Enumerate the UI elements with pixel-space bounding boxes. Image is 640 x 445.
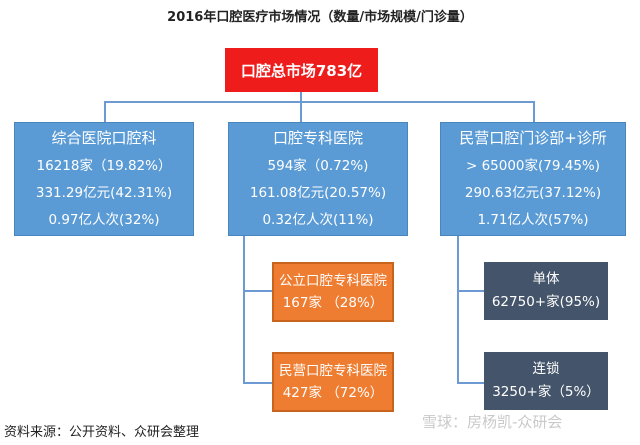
sub-name: 民营口腔专科医院 (279, 363, 387, 379)
root-node: 口腔总市场783亿 (225, 48, 378, 92)
connector-mid-down (300, 101, 302, 122)
source-note: 资料来源：公开资料、众研会整理 (4, 425, 200, 440)
category-header: 民营口腔门诊部+诊所 (459, 129, 607, 147)
sub-single-clinic: 单体 62750+家(95%) (484, 262, 608, 320)
category-header: 口腔专科医院 (272, 129, 363, 147)
category-private-clinic: 民营口腔门诊部+诊所 > 65000家(79.45%) 290.63亿元(37.… (440, 122, 626, 236)
connector-left-down (104, 101, 106, 122)
sub-public-specialty-hospital: 公立口腔专科医院 167家 （28%） (272, 262, 394, 322)
sub-name: 连锁 (532, 361, 560, 377)
category-visits: 0.32亿人次(11%) (262, 212, 374, 228)
root-label: 口腔总市场783亿 (240, 61, 363, 80)
category-header: 综合医院口腔科 (51, 129, 157, 147)
connector-specialty-trunk (243, 236, 245, 383)
category-specialty-hospital: 口腔专科医院 594家（0.72%) 161.08亿元(20.57%) 0.32… (228, 122, 408, 236)
connector-right-down (533, 101, 535, 122)
category-general-hospital: 综合医院口腔科 16218家（19.82%） 331.29亿元(42.31%) … (14, 122, 194, 236)
category-revenue: 331.29亿元(42.31%) (35, 185, 173, 201)
watermark: 雪球：房杨凯-众研会 (422, 413, 563, 431)
connector-private-trunk (457, 236, 459, 383)
sub-name: 单体 (532, 271, 560, 287)
category-count: 594家（0.72%) (267, 158, 369, 174)
sub-name: 公立口腔专科医院 (279, 273, 387, 289)
category-revenue: 161.08亿元(20.57%) (249, 185, 387, 201)
sub-detail: 167家 （28%） (282, 295, 384, 311)
connector-specialty-branch-1 (243, 290, 273, 292)
connector-root-down (300, 92, 302, 102)
sub-detail: 427家 （72%） (282, 385, 384, 401)
sub-detail: 62750+家(95%) (491, 294, 601, 310)
category-revenue: 290.63亿元(37.12%) (464, 185, 602, 201)
category-count: > 65000家(79.45%) (465, 158, 601, 174)
sub-private-specialty-hospital: 民营口腔专科医院 427家 （72%） (272, 352, 394, 412)
connector-specialty-branch-2 (243, 382, 273, 384)
chart-title: 2016年口腔医疗市场情况（数量/市场规模/门诊量） (167, 10, 473, 25)
connector-private-branch-1 (457, 290, 484, 292)
category-visits: 1.71亿人次(57%) (477, 212, 589, 228)
category-visits: 0.97亿人次(32%) (48, 212, 160, 228)
connector-private-branch-2 (457, 382, 484, 384)
sub-chain-clinic: 连锁 3250+家（5%） (484, 352, 608, 410)
category-count: 16218家（19.82%） (36, 158, 172, 174)
sub-detail: 3250+家（5%） (492, 384, 600, 400)
connector-horizontal (104, 101, 534, 103)
